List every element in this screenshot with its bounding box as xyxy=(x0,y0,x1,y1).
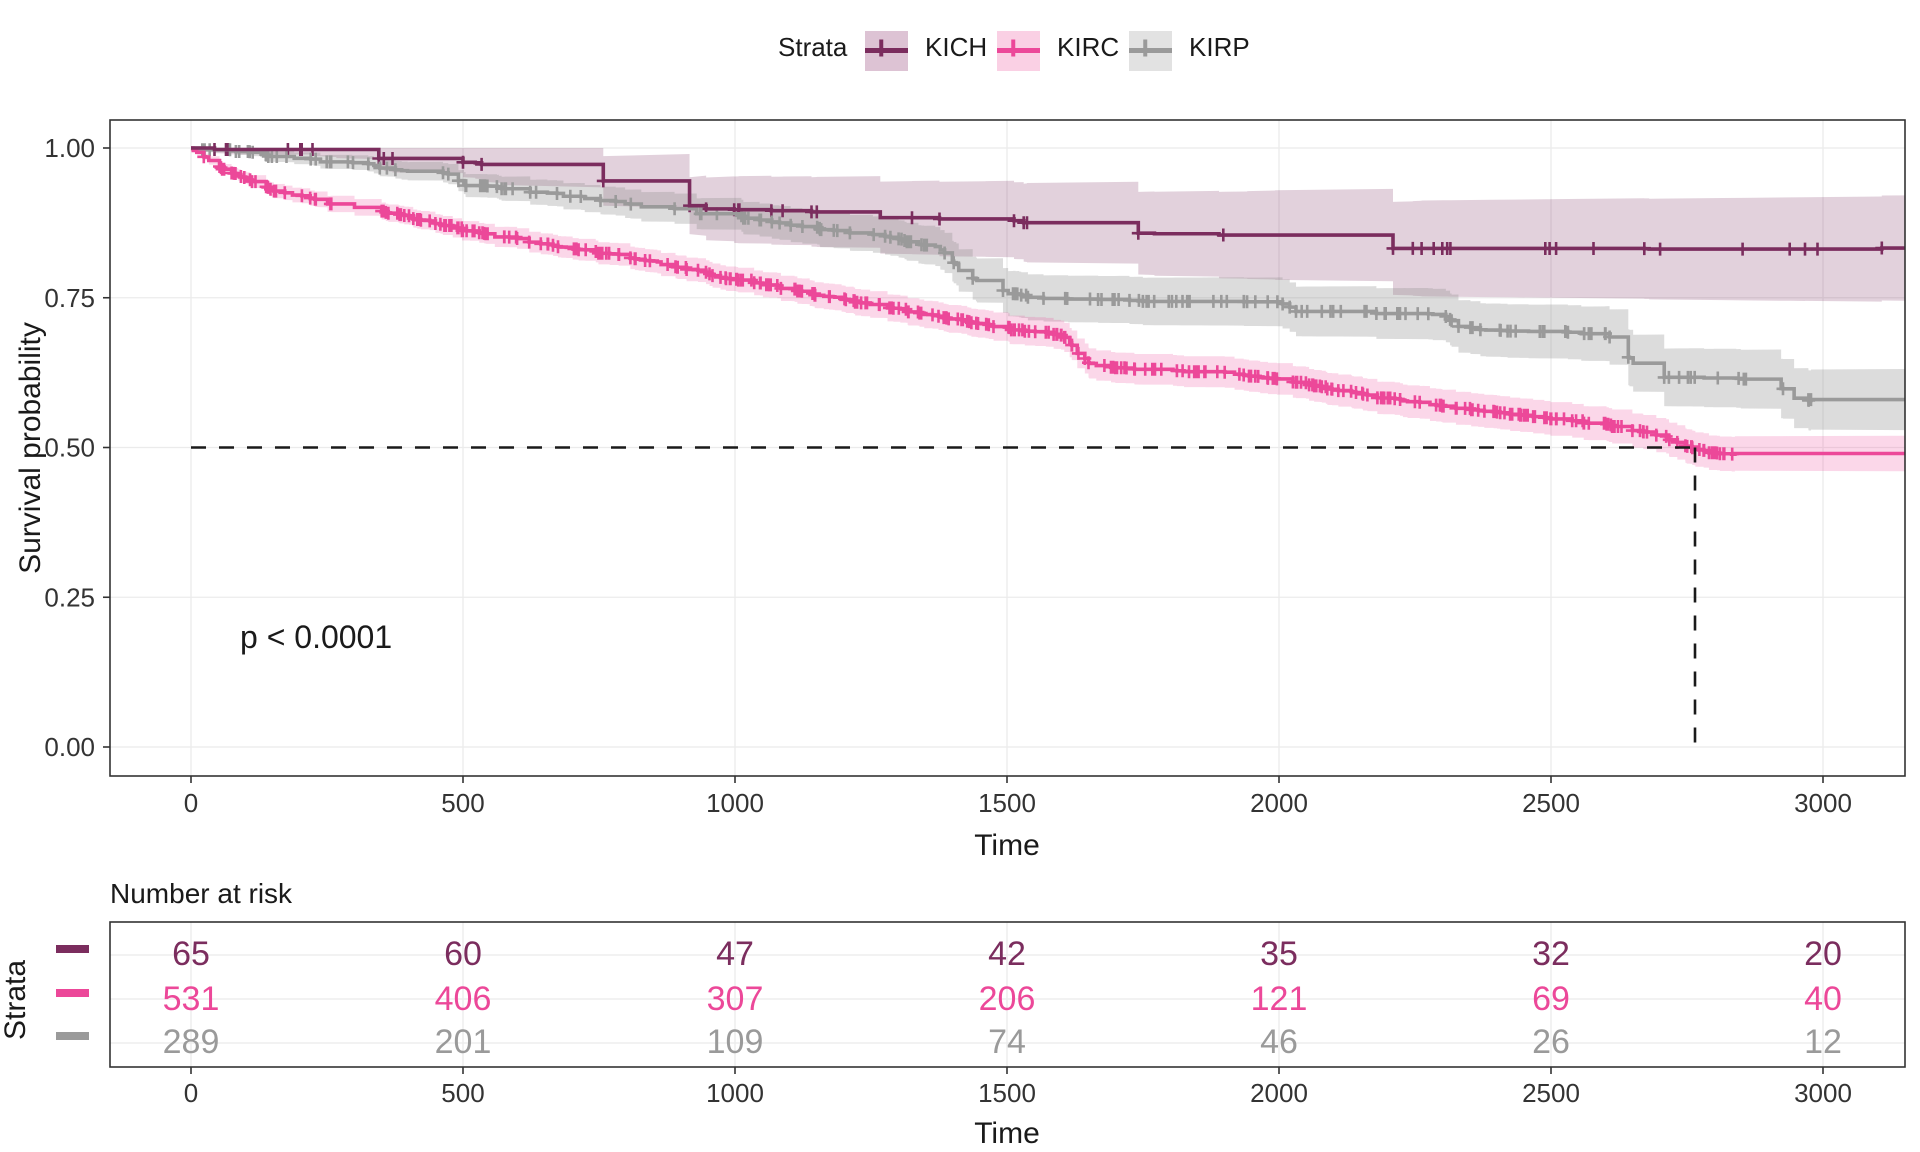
svg-text:3000: 3000 xyxy=(1794,1078,1852,1108)
svg-text:47: 47 xyxy=(716,935,754,973)
svg-text:406: 406 xyxy=(435,980,492,1018)
svg-text:60: 60 xyxy=(444,935,482,973)
svg-text:289: 289 xyxy=(163,1023,220,1061)
svg-text:65: 65 xyxy=(172,935,210,973)
svg-text:500: 500 xyxy=(441,1078,484,1108)
svg-text:201: 201 xyxy=(435,1023,492,1061)
svg-text:74: 74 xyxy=(988,1023,1026,1061)
svg-text:32: 32 xyxy=(1532,935,1570,973)
svg-text:307: 307 xyxy=(707,980,764,1018)
svg-text:26: 26 xyxy=(1532,1023,1570,1061)
svg-text:Time: Time xyxy=(974,1117,1040,1150)
svg-text:206: 206 xyxy=(979,980,1036,1018)
svg-text:1000: 1000 xyxy=(706,1078,764,1108)
svg-text:12: 12 xyxy=(1804,1023,1842,1061)
svg-text:121: 121 xyxy=(1251,980,1308,1018)
svg-text:35: 35 xyxy=(1260,935,1298,973)
svg-text:46: 46 xyxy=(1260,1023,1298,1061)
svg-text:531: 531 xyxy=(163,980,220,1018)
svg-text:42: 42 xyxy=(988,935,1026,973)
svg-text:2000: 2000 xyxy=(1250,1078,1308,1108)
svg-text:1500: 1500 xyxy=(978,1078,1036,1108)
svg-text:Strata: Strata xyxy=(0,960,32,1040)
svg-text:40: 40 xyxy=(1804,980,1842,1018)
svg-text:20: 20 xyxy=(1804,935,1842,973)
svg-text:109: 109 xyxy=(707,1023,764,1061)
svg-text:69: 69 xyxy=(1532,980,1570,1018)
svg-text:2500: 2500 xyxy=(1522,1078,1580,1108)
svg-text:0: 0 xyxy=(184,1078,198,1108)
